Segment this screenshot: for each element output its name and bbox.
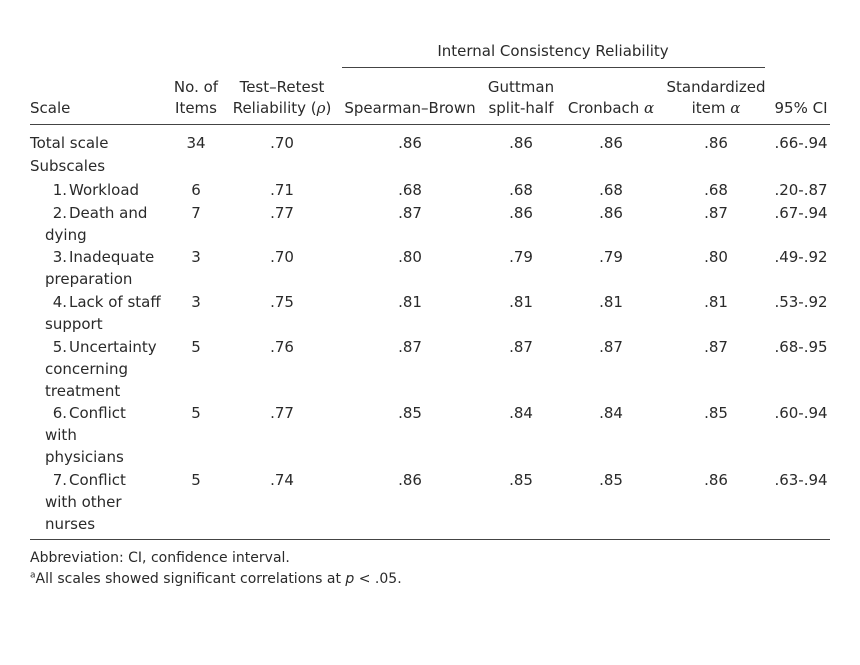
row-label: 6. Conflict	[52, 404, 126, 422]
cell-guttman: .81	[509, 293, 533, 311]
cell-cronbach: .85	[599, 471, 623, 489]
table-bottom-rule	[30, 539, 830, 540]
col-header-95-ci: 95% CI	[774, 99, 828, 117]
row-label-total-scale: Total scale	[30, 134, 109, 152]
cell-spearman: .68	[398, 181, 422, 199]
cell-standardized: .87	[704, 338, 728, 356]
cell-spearman: .80	[398, 248, 422, 266]
col-header-retest-line1: Test–Retest	[239, 78, 325, 96]
cell-items: 5	[191, 404, 201, 422]
cell-retest: .76	[270, 338, 294, 356]
row-label-continued: support	[45, 315, 103, 333]
cell-ci: .49-.92	[774, 248, 828, 266]
group-header-internal-consistency: Internal Consistency Reliability	[437, 42, 669, 60]
row-label: 5. Uncertainty	[52, 338, 157, 356]
cell-items: 5	[191, 471, 201, 489]
cell-retest: .77	[270, 204, 294, 222]
row-label: 3. Inadequate	[52, 248, 155, 266]
cell-guttman: .85	[509, 471, 533, 489]
row-label: 1. Workload	[52, 181, 140, 199]
cell-cronbach: .79	[599, 248, 623, 266]
cell-standardized: .86	[704, 471, 728, 489]
cell-guttman: .87	[509, 338, 533, 356]
cell-guttman: .79	[509, 248, 533, 266]
cell-ci: .67-.94	[774, 204, 828, 222]
cell-ci: .63-.94	[774, 471, 828, 489]
row-label-continued: preparation	[45, 270, 133, 288]
cell-items: 6	[191, 181, 201, 199]
cell-retest: .70	[270, 248, 294, 266]
cell-spearman: .87	[398, 204, 422, 222]
col-header-spearman-brown: Spearman–Brown	[344, 99, 476, 117]
row-label: 4. Lack of staff	[52, 293, 161, 311]
cell-retest: .75	[270, 293, 294, 311]
cell-spearman: .86	[398, 471, 422, 489]
cell-cronbach: .84	[599, 404, 623, 422]
cell-total-ci: .66-.94	[774, 134, 828, 152]
cell-standardized: .81	[704, 293, 728, 311]
cell-items: 3	[191, 248, 201, 266]
cell-items: 3	[191, 293, 201, 311]
cell-total-spearman: .86	[398, 134, 422, 152]
cell-total-items: 34	[186, 134, 206, 152]
cell-retest: .71	[270, 181, 294, 199]
row-label: 7. Conflict	[52, 471, 126, 489]
cell-guttman: .68	[509, 181, 533, 199]
cell-ci: .68-.95	[774, 338, 828, 356]
cell-cronbach: .68	[599, 181, 623, 199]
cell-standardized: .68	[704, 181, 728, 199]
cell-guttman: .84	[509, 404, 533, 422]
rho-symbol: ρ	[316, 99, 326, 117]
cell-retest: .74	[270, 471, 294, 489]
cell-ci: .60-.94	[774, 404, 828, 422]
footnote-marker: a	[30, 570, 36, 581]
col-header-scale: Scale	[30, 99, 71, 117]
col-header-guttman-line1: Guttman	[487, 78, 555, 96]
cell-guttman: .86	[509, 204, 533, 222]
col-header-items-line1: No. of	[173, 78, 219, 96]
row-label-continued: nurses	[45, 515, 96, 533]
col-header-items-line2: Items	[175, 99, 217, 117]
row-label-subscales: Subscales	[30, 157, 106, 175]
cell-retest: .77	[270, 404, 294, 422]
col-header-guttman-line2: split-half	[488, 99, 554, 117]
cell-standardized: .85	[704, 404, 728, 422]
header-rule	[30, 124, 830, 125]
row-label-continued: with	[45, 426, 77, 444]
alpha-symbol: α	[730, 99, 741, 117]
row-label-continued: physicians	[45, 448, 124, 466]
cell-total-cronbach: .86	[599, 134, 623, 152]
row-label-continued: dying	[45, 226, 87, 244]
cell-items: 5	[191, 338, 201, 356]
row-label-continued: concerning	[45, 360, 129, 378]
alpha-symbol: α	[644, 99, 655, 117]
col-header-retest-line2: Reliability (ρ)	[232, 99, 332, 117]
footnote: aAll scales showed significant correlati…	[30, 570, 402, 587]
col-header-standardized-line1: Standardized	[666, 78, 766, 96]
cell-ci: .53-.92	[774, 293, 828, 311]
row-label-continued: treatment	[45, 382, 121, 400]
cell-total-guttman: .86	[509, 134, 533, 152]
cell-standardized: .87	[704, 204, 728, 222]
cell-spearman: .81	[398, 293, 422, 311]
cell-cronbach: .81	[599, 293, 623, 311]
cell-cronbach: .87	[599, 338, 623, 356]
cell-total-standardized: .86	[704, 134, 728, 152]
row-label-continued: with other	[45, 493, 122, 511]
cell-cronbach: .86	[599, 204, 623, 222]
cell-spearman: .85	[398, 404, 422, 422]
cell-items: 7	[191, 204, 201, 222]
group-header-rule	[342, 67, 765, 68]
col-header-standardized-line2: item α	[691, 99, 741, 117]
cell-spearman: .87	[398, 338, 422, 356]
cell-ci: .20-.87	[774, 181, 828, 199]
row-label: 2. Death and	[52, 204, 148, 222]
col-header-cronbach: Cronbach α	[567, 99, 655, 117]
cell-total-retest: .70	[270, 134, 294, 152]
abbreviation-note: Abbreviation: CI, confidence interval.	[30, 550, 290, 566]
cell-standardized: .80	[704, 248, 728, 266]
